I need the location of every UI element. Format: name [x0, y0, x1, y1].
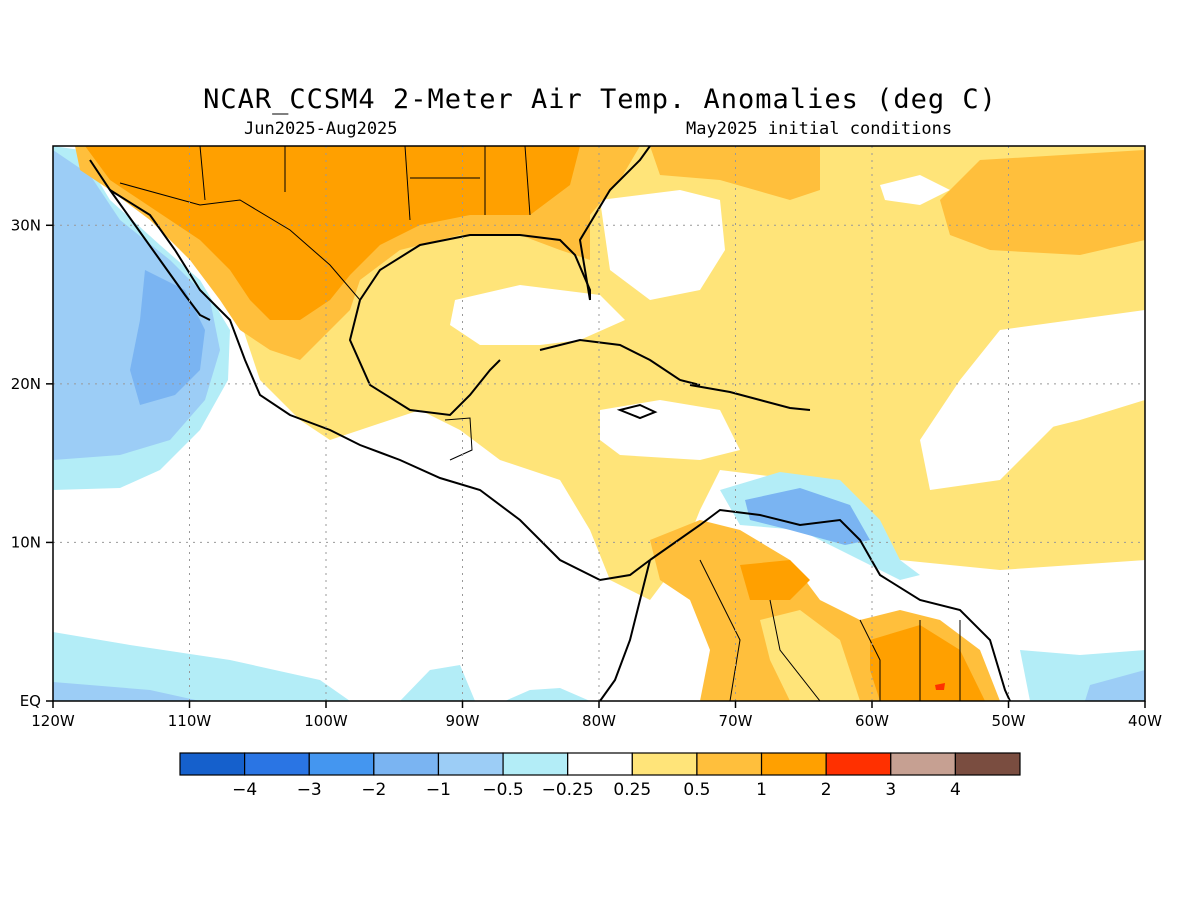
colorbar-label: 0.5 [683, 780, 710, 800]
colorbar-swatch [179, 752, 246, 776]
colorbar-swatch [760, 752, 827, 776]
panama-offshore-cool [505, 688, 590, 701]
guiana-hottest [935, 683, 945, 690]
atlantic-warm [940, 150, 1145, 255]
x-tick-label: 80W [582, 712, 616, 730]
colorbar-label: 1 [756, 780, 767, 800]
colorbar-label: 4 [950, 780, 961, 800]
colorbar-swatch [308, 752, 375, 776]
venezuela-cold [745, 488, 870, 545]
colorbar-label: 0.25 [613, 780, 651, 800]
interior-neutral [760, 610, 860, 701]
colorbar-label: −0.25 [542, 780, 594, 800]
south-pacific-cooler [53, 682, 200, 701]
atlantic-neutral [880, 175, 950, 205]
colorbar-label: −4 [232, 780, 257, 800]
colorbar-swatch [244, 752, 310, 776]
pacific-cold-core [130, 270, 205, 405]
gridlines [53, 146, 1145, 701]
x-tick-label: 60W [855, 712, 889, 730]
venezuela-warm [740, 560, 810, 600]
chart-title: NCAR_CCSM4 2-Meter Air Temp. Anomalies (… [203, 84, 997, 115]
colorbar-label: 3 [885, 780, 896, 800]
x-tick-label: 110W [168, 712, 212, 730]
colorbar-swatch [631, 752, 698, 776]
colorbar-label: 2 [821, 780, 832, 800]
colorbar-swatch [502, 752, 569, 776]
x-tick-label: 90W [446, 712, 480, 730]
y-tick-label: 30N [11, 216, 41, 234]
colorbar-swatch [437, 752, 504, 776]
colorbar-swatch [890, 752, 956, 776]
east-atlantic-cooler [1085, 670, 1145, 701]
colorbar-label: −0.5 [482, 780, 523, 800]
colorbar-swatch [567, 752, 633, 776]
east-atlantic-neutral [1000, 320, 1145, 440]
usa-mexico-hot [85, 146, 580, 320]
x-tick-label: 120W [31, 712, 75, 730]
colorbar-label: −2 [361, 780, 386, 800]
gulf-caribbean-warm [240, 146, 1145, 600]
bahamas-neutral [600, 190, 725, 300]
x-axis: 120W 110W 100W 90W 80W 70W 60W 50W 40W [31, 701, 1162, 730]
forecast-period: Jun2025-Aug2025 [244, 119, 398, 139]
south-pacific-cool [53, 632, 350, 701]
guiana-hot [870, 625, 985, 701]
colorbar-swatch [954, 752, 1021, 776]
initial-conditions: May2025 initial conditions [686, 119, 953, 139]
y-tick-label: EQ [20, 692, 41, 710]
coastlines [89, 146, 1011, 701]
colorbar-swatch [373, 752, 440, 776]
y-tick-label: 10N [11, 533, 41, 551]
x-tick-label: 50W [992, 712, 1026, 730]
colorbar-swatch [825, 752, 892, 776]
x-tick-label: 40W [1128, 712, 1162, 730]
borders [119, 146, 961, 701]
y-tick-label: 20N [11, 375, 41, 393]
atlantic-warm-2 [650, 146, 820, 200]
colorbar-swatch [696, 752, 763, 776]
colorbar-label: −3 [297, 780, 322, 800]
y-axis: EQ 10N 20N 30N [11, 216, 53, 710]
colorbar-label: −1 [426, 780, 451, 800]
central-pacific-cool [400, 665, 475, 701]
x-tick-label: 70W [719, 712, 753, 730]
anomaly-field [53, 146, 1145, 701]
colorbar: −4 −3 −2 −1 −0.5 −0.25 0.25 0.5 1 2 3 4 [179, 752, 1021, 800]
x-tick-label: 100W [304, 712, 348, 730]
gulf-neutral [450, 285, 625, 345]
